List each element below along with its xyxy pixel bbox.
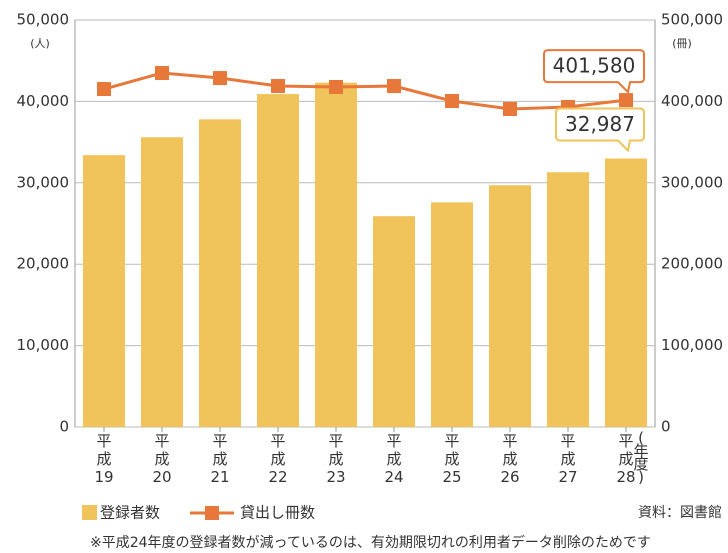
callout [543,49,645,95]
y2-unit: (冊) [672,37,692,50]
value-label: 32,987 [565,112,635,136]
marker [97,82,111,97]
bar [257,94,299,427]
y2-tick-label: 500,000 [661,11,723,29]
y-tick-label: 50,000 [17,11,70,29]
bar [605,158,647,427]
x-tick-label: 平成 28 [616,432,635,486]
value-label: 401,580 [553,54,636,78]
legend-swatch-marker [205,506,219,520]
bar [141,137,183,427]
marker [329,79,343,94]
marker [445,93,459,108]
x-tick-label: 平成 21 [210,432,229,486]
x-tick-label: 平成 27 [558,432,577,486]
bar [373,216,415,427]
x-tick-label: 平成 24 [384,432,403,486]
y2-tick-label: 400,000 [661,92,723,110]
x-tick-label: 平成 23 [326,432,345,486]
marker [387,79,401,94]
y2-tick-label: 0 [661,418,671,436]
legend-label: 登録者数 [100,504,160,522]
x-tick-label: 平成 20 [152,432,171,486]
legend-swatch-bar [82,505,97,520]
x-tick-label: 平成 25 [442,432,461,486]
y2-tick-label: 200,000 [661,255,723,273]
x-tick-label: 平成 22 [268,432,287,486]
y-tick-label: 0 [59,418,69,436]
marker [503,101,517,116]
x-tick-label: 平成 26 [500,432,519,486]
line [103,71,627,111]
x-tick-label: 平成 19 [94,432,113,486]
y-tick-label: 40,000 [17,92,70,110]
x-unit: (年度) [633,429,648,486]
y2-tick-label: 300,000 [661,173,723,191]
bar [83,155,125,427]
y2-tick-label: 100,000 [661,336,723,354]
y-tick-label: 30,000 [17,173,70,191]
bar [547,172,589,427]
source: 資料：図書館 [638,504,722,521]
y-unit: (人) [30,37,50,50]
y-tick-label: 20,000 [17,255,70,273]
bar [315,82,357,427]
note: ※平成24年度の登録者数が減っているのは、有効期限切れの利用者データ削除のためで… [90,534,651,551]
bar [489,185,531,427]
bar [431,202,473,427]
bar [199,119,241,428]
legend-label: 貸出し冊数 [240,504,315,522]
marker [271,79,285,94]
marker [155,65,169,80]
callout [555,107,645,153]
y-tick-label: 10,000 [17,336,70,354]
marker [213,71,227,86]
marker [619,93,633,108]
